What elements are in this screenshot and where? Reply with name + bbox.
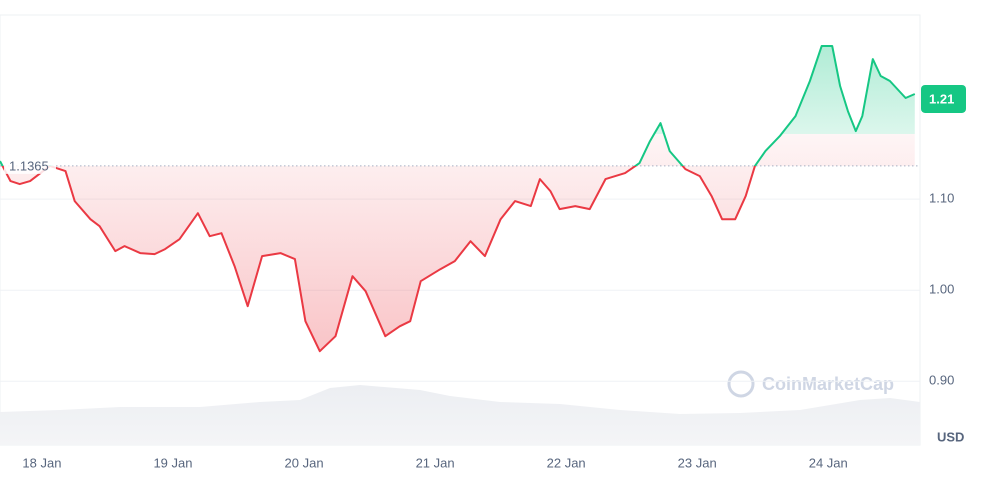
watermark-text: CoinMarketCap: [762, 374, 894, 394]
x-tick-label: 21 Jan: [416, 455, 455, 470]
currency-label: USD: [937, 429, 964, 444]
baseline-label-bg: [4, 155, 56, 174]
x-tick-label: 24 Jan: [809, 455, 848, 470]
x-tick-label: 20 Jan: [285, 455, 324, 470]
x-tick-label: 22 Jan: [547, 455, 586, 470]
y-tick-label: 0.90: [929, 373, 954, 388]
last-price-label: 1.21: [929, 91, 954, 106]
watermark-logo: [727, 370, 755, 398]
volume-area: [0, 385, 920, 445]
y-tick-label: 1.00: [929, 282, 954, 297]
x-tick-label: 23 Jan: [678, 455, 717, 470]
y-tick-label: 1.10: [929, 191, 954, 206]
x-tick-label: 19 Jan: [153, 455, 192, 470]
price-area: [0, 46, 915, 352]
x-tick-label: 18 Jan: [22, 455, 61, 470]
watermark: CoinMarketCap: [727, 370, 894, 398]
price-line: [0, 45, 916, 353]
last-price-badge: [921, 84, 966, 113]
baseline-label: 1.1365: [9, 158, 49, 173]
